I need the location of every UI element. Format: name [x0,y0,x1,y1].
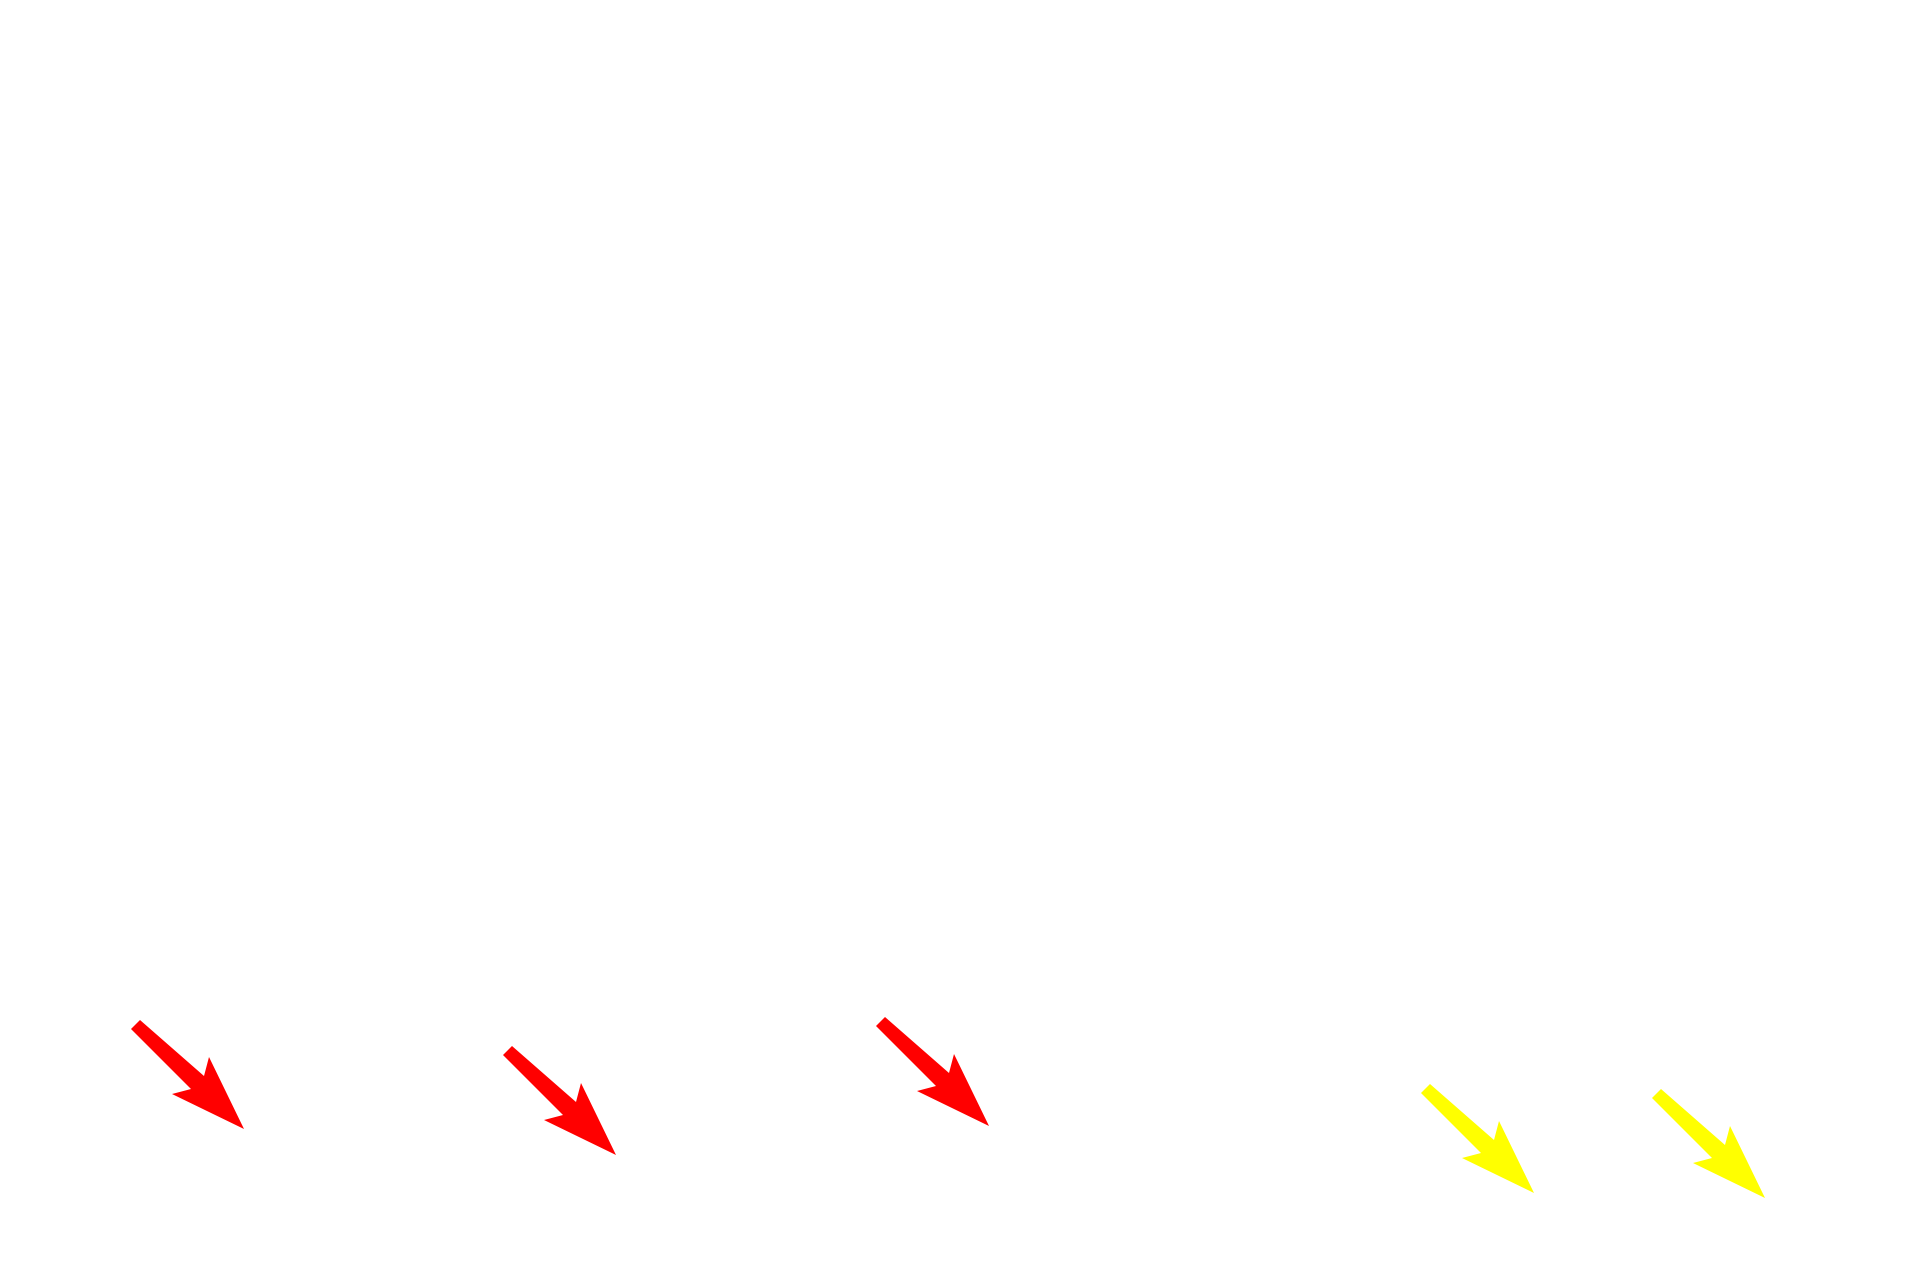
arrow-shape [876,1017,989,1126]
arrow-down-right-icon [1421,1084,1534,1193]
arrow-down-right-icon [1652,1089,1765,1198]
arrow-down-right-icon [131,1020,244,1129]
red-arrow-1 [131,1020,261,1150]
arrow-shape [131,1020,244,1129]
yellow-arrow-1 [1421,1084,1551,1214]
arrow-shape [503,1046,616,1155]
arrow-down-right-icon [876,1017,989,1126]
arrow-down-right-icon [503,1046,616,1155]
yellow-arrow-2 [1652,1089,1782,1219]
red-arrow-2 [503,1046,633,1176]
arrow-shape [1652,1089,1765,1198]
arrow-shape [1421,1084,1534,1193]
red-arrow-3 [876,1017,1006,1147]
